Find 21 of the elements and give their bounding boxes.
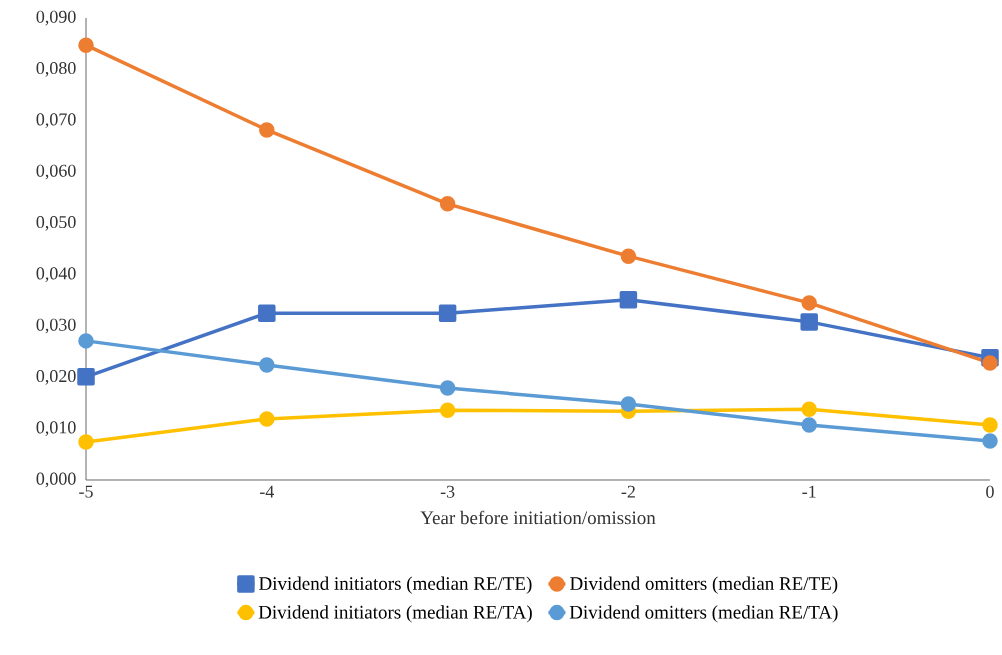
x-tick-label: -5 [79, 485, 93, 498]
y-tick-label: 0,080 [36, 61, 76, 77]
y-tick-label: 0,040 [36, 267, 76, 283]
y-tick-label: 0,050 [36, 215, 76, 231]
x-tick-label: -3 [440, 485, 455, 498]
y-tick-label: 0,070 [36, 113, 76, 129]
y-tick-label: 0,010 [36, 421, 76, 437]
y-tick-label: 0,020 [36, 369, 76, 385]
x-axis-title: Year before initiation/omission [420, 510, 656, 525]
y-tick-label: 0,030 [36, 318, 76, 334]
legend-label: Dividend omitters (median RE/TE) [570, 576, 838, 594]
x-tick-label: -1 [802, 485, 816, 498]
y-tick-label: 0,060 [36, 164, 76, 180]
y-tick-label: 0,000 [36, 472, 76, 488]
x-tick-label: 0 [986, 485, 994, 498]
x-tick-label: -2 [621, 485, 635, 498]
legend-label: Dividend omitters (median RE/TA) [569, 605, 838, 623]
y-tick-label: 0,090 [36, 10, 76, 26]
legend-label: Dividend initiators (median RE/TA) [258, 605, 532, 623]
legend-label: Dividend initiators (median RE/TE) [259, 576, 532, 594]
x-tick-label: -4 [259, 485, 275, 498]
